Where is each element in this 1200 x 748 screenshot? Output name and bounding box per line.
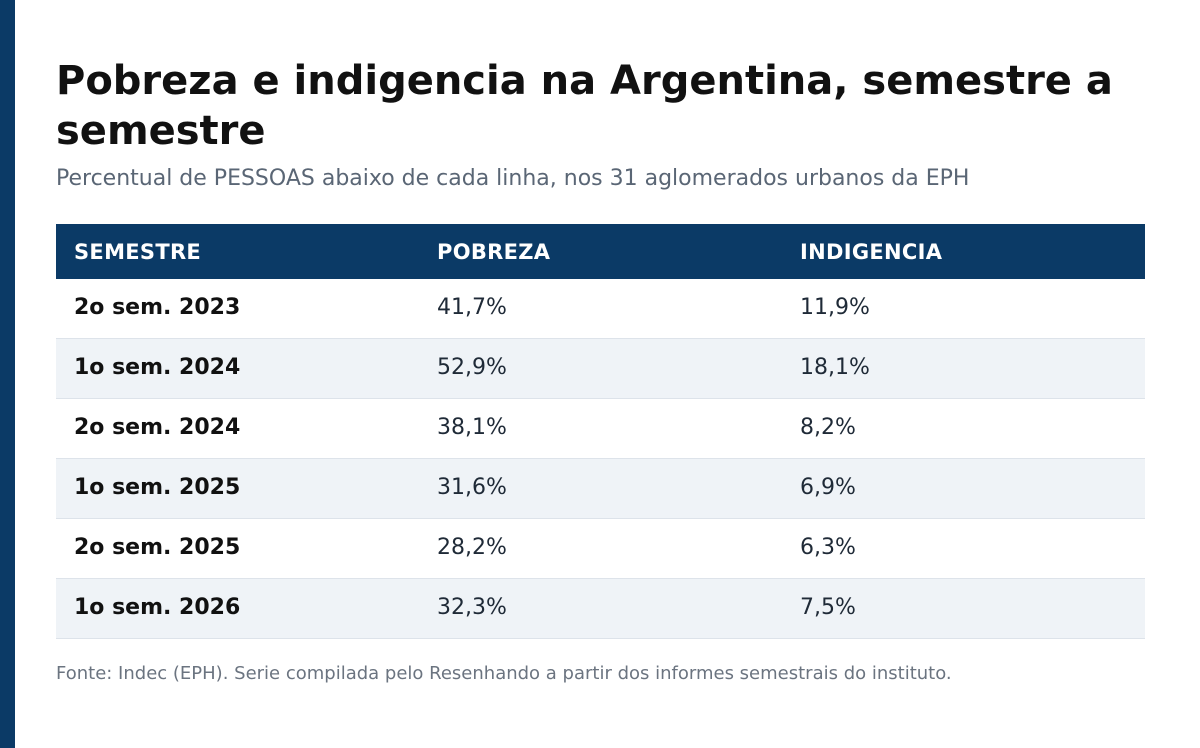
table-row: 2o sem. 2024 38,1% 8,2%: [56, 399, 1145, 459]
cell-semestre: 2o sem. 2024: [74, 415, 241, 440]
page-title: Pobreza e indigencia na Argentina, semes…: [56, 58, 1113, 154]
cell-semestre: 1o sem. 2026: [74, 595, 241, 620]
table-row: 1o sem. 2025 31,6% 6,9%: [56, 459, 1145, 519]
table-row: 1o sem. 2026 32,3% 7,5%: [56, 579, 1145, 639]
header-pobreza: POBREZA: [437, 240, 551, 264]
cell-pobreza: 41,7%: [437, 295, 507, 320]
cell-indigencia: 18,1%: [800, 355, 870, 380]
cell-pobreza: 31,6%: [437, 475, 507, 500]
cell-indigencia: 7,5%: [800, 595, 856, 620]
accent-bar: [0, 0, 15, 748]
cell-pobreza: 38,1%: [437, 415, 507, 440]
data-table: SEMESTRE POBREZA INDIGENCIA 2o sem. 2023…: [56, 224, 1145, 639]
cell-semestre: 1o sem. 2025: [74, 475, 241, 500]
table-header: SEMESTRE POBREZA INDIGENCIA: [56, 224, 1145, 279]
cell-pobreza: 32,3%: [437, 595, 507, 620]
cell-semestre: 2o sem. 2025: [74, 535, 241, 560]
source-note: Fonte: Indec (EPH). Serie compilada pelo…: [56, 663, 952, 684]
cell-semestre: 2o sem. 2023: [74, 295, 241, 320]
header-indigencia: INDIGENCIA: [800, 240, 943, 264]
cell-indigencia: 11,9%: [800, 295, 870, 320]
header-semestre: SEMESTRE: [74, 240, 202, 264]
page-subtitle: Percentual de PESSOAS abaixo de cada lin…: [56, 166, 970, 191]
table-row: 1o sem. 2024 52,9% 18,1%: [56, 339, 1145, 399]
content: Pobreza e indigencia na Argentina, semes…: [56, 56, 1145, 684]
table-row: 2o sem. 2023 41,7% 11,9%: [56, 279, 1145, 339]
cell-indigencia: 8,2%: [800, 415, 856, 440]
cell-pobreza: 28,2%: [437, 535, 507, 560]
cell-semestre: 1o sem. 2024: [74, 355, 241, 380]
table-row: 2o sem. 2025 28,2% 6,3%: [56, 519, 1145, 579]
cell-indigencia: 6,3%: [800, 535, 856, 560]
cell-pobreza: 52,9%: [437, 355, 507, 380]
cell-indigencia: 6,9%: [800, 475, 856, 500]
